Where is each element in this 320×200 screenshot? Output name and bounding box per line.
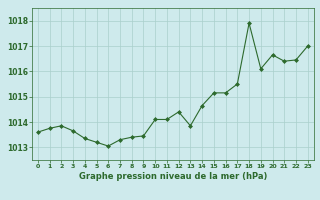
X-axis label: Graphe pression niveau de la mer (hPa): Graphe pression niveau de la mer (hPa) xyxy=(79,172,267,181)
